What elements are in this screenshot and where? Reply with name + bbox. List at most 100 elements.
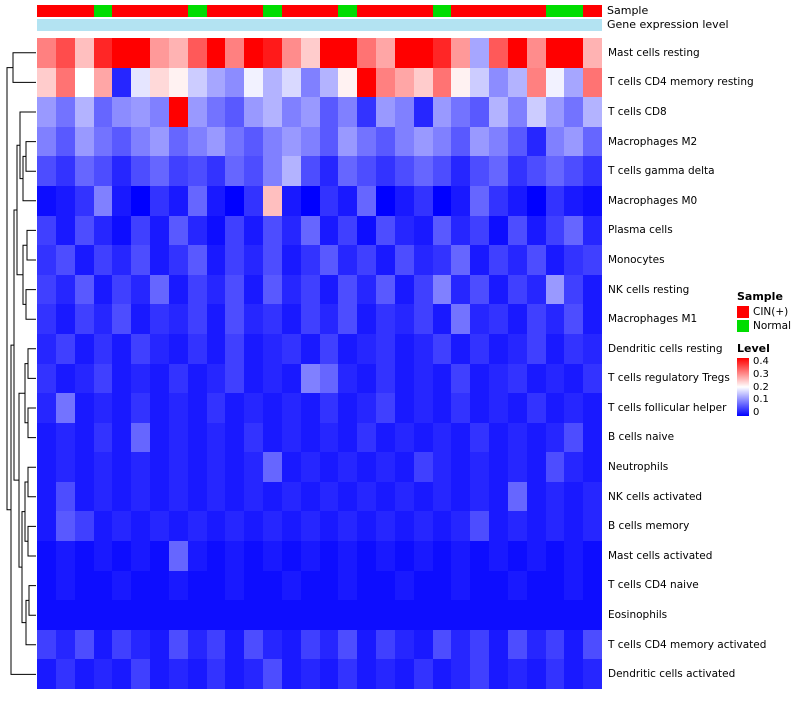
heatmap-cell: [300, 422, 320, 453]
heatmap-cell: [432, 245, 452, 275]
heatmap-cell: [451, 215, 471, 246]
heatmap-cell: [131, 245, 150, 275]
heatmap-cell: [168, 659, 188, 689]
heatmap-cell: [150, 629, 169, 660]
heatmap-cell: [545, 215, 565, 246]
heatmap-cell: [112, 304, 132, 334]
heatmap-cell: [583, 185, 602, 216]
heatmap-cell: [281, 659, 301, 689]
heatmap-cell: [244, 629, 263, 660]
heatmap-cell: [507, 185, 527, 216]
heatmap-cell: [394, 333, 414, 364]
heatmap-cell: [281, 156, 301, 186]
heatmap-cell: [74, 481, 94, 512]
heatmap-cell: [357, 126, 376, 157]
heatmap-cell: [376, 126, 395, 157]
heatmap-cell: [74, 541, 94, 571]
heatmap-cell: [263, 333, 282, 364]
heatmap-cell: [93, 570, 113, 601]
heatmap-cell: [394, 185, 414, 216]
column-annotation-sample-bar: [37, 5, 602, 17]
heatmap-cell: [319, 333, 339, 364]
heatmap-cell: [112, 185, 132, 216]
heatmap-cell: [206, 245, 226, 275]
heatmap-cell: [451, 570, 471, 601]
heatmap-cell: [300, 215, 320, 246]
heatmap-cell: [526, 629, 546, 660]
heatmap-cell: [545, 570, 565, 601]
heatmap-cell: [112, 511, 132, 542]
heatmap-cell: [300, 67, 320, 98]
heatmap-cell: [526, 570, 546, 601]
heatmap-cell: [583, 38, 602, 68]
heatmap-cell: [545, 600, 565, 630]
heatmap-cell: [394, 393, 414, 423]
heatmap-cell: [150, 393, 169, 423]
heatmap-cell: [225, 97, 245, 127]
heatmap-cell: [564, 38, 584, 68]
row-label: Plasma cells: [608, 224, 673, 237]
heatmap-cell: [93, 452, 113, 482]
heatmap-cell: [131, 38, 150, 68]
heatmap-cell: [112, 38, 132, 68]
heatmap-cell: [131, 156, 150, 186]
heatmap-cell: [470, 67, 489, 98]
heatmap-cell: [489, 600, 508, 630]
heatmap-cell: [394, 97, 414, 127]
heatmap-cell: [376, 156, 395, 186]
heatmap-cell: [394, 363, 414, 394]
heatmap-cell: [93, 67, 113, 98]
heatmap-cell: [206, 422, 226, 453]
heatmap-cell: [489, 541, 508, 571]
sample-annotation-cell: [564, 5, 584, 17]
heatmap-cell: [37, 422, 56, 453]
heatmap-cell: [187, 67, 207, 98]
heatmap-cell: [93, 363, 113, 394]
heatmap-cell: [263, 452, 282, 482]
heatmap-cell: [451, 600, 471, 630]
heatmap-cell: [507, 363, 527, 394]
heatmap-cell: [244, 38, 263, 68]
heatmap-cell: [168, 185, 188, 216]
heatmap-cell: [470, 629, 489, 660]
heatmap-cell: [357, 659, 376, 689]
heatmap-cell: [583, 629, 602, 660]
heatmap-cell: [55, 245, 75, 275]
heatmap-cell: [168, 126, 188, 157]
heatmap-cell: [187, 304, 207, 334]
heatmap-cell: [432, 215, 452, 246]
heatmap-cell: [206, 511, 226, 542]
heatmap-cell: [55, 452, 75, 482]
heatmap-cell: [225, 481, 245, 512]
sample-annotation-cell: [338, 5, 358, 17]
heatmap-cell: [93, 126, 113, 157]
heatmap-cell: [55, 97, 75, 127]
heatmap-cell: [564, 422, 584, 453]
heatmap-cell: [37, 481, 56, 512]
heatmap-cell: [244, 333, 263, 364]
heatmap-cell: [432, 126, 452, 157]
heatmap-cell: [432, 600, 452, 630]
heatmap-cell: [583, 541, 602, 571]
heatmap-cell: [564, 452, 584, 482]
heatmap-cell: [131, 363, 150, 394]
heatmap-cell: [526, 38, 546, 68]
heatmap-cell: [206, 600, 226, 630]
heatmap-cell: [225, 245, 245, 275]
heatmap-cell: [281, 126, 301, 157]
heatmap-cell: [112, 570, 132, 601]
heatmap-cell: [432, 156, 452, 186]
heatmap-cell: [206, 333, 226, 364]
heatmap-cell: [187, 452, 207, 482]
heatmap-cell: [281, 422, 301, 453]
heatmap-cell: [526, 393, 546, 423]
heatmap-cell: [470, 274, 489, 305]
heatmap-cell: [263, 629, 282, 660]
heatmap-cell: [131, 67, 150, 98]
heatmap-cell: [206, 659, 226, 689]
heatmap-cell: [168, 363, 188, 394]
heatmap-cell: [489, 659, 508, 689]
heatmap-cell: [451, 126, 471, 157]
heatmap-cell: [583, 481, 602, 512]
heatmap-cell: [131, 600, 150, 630]
